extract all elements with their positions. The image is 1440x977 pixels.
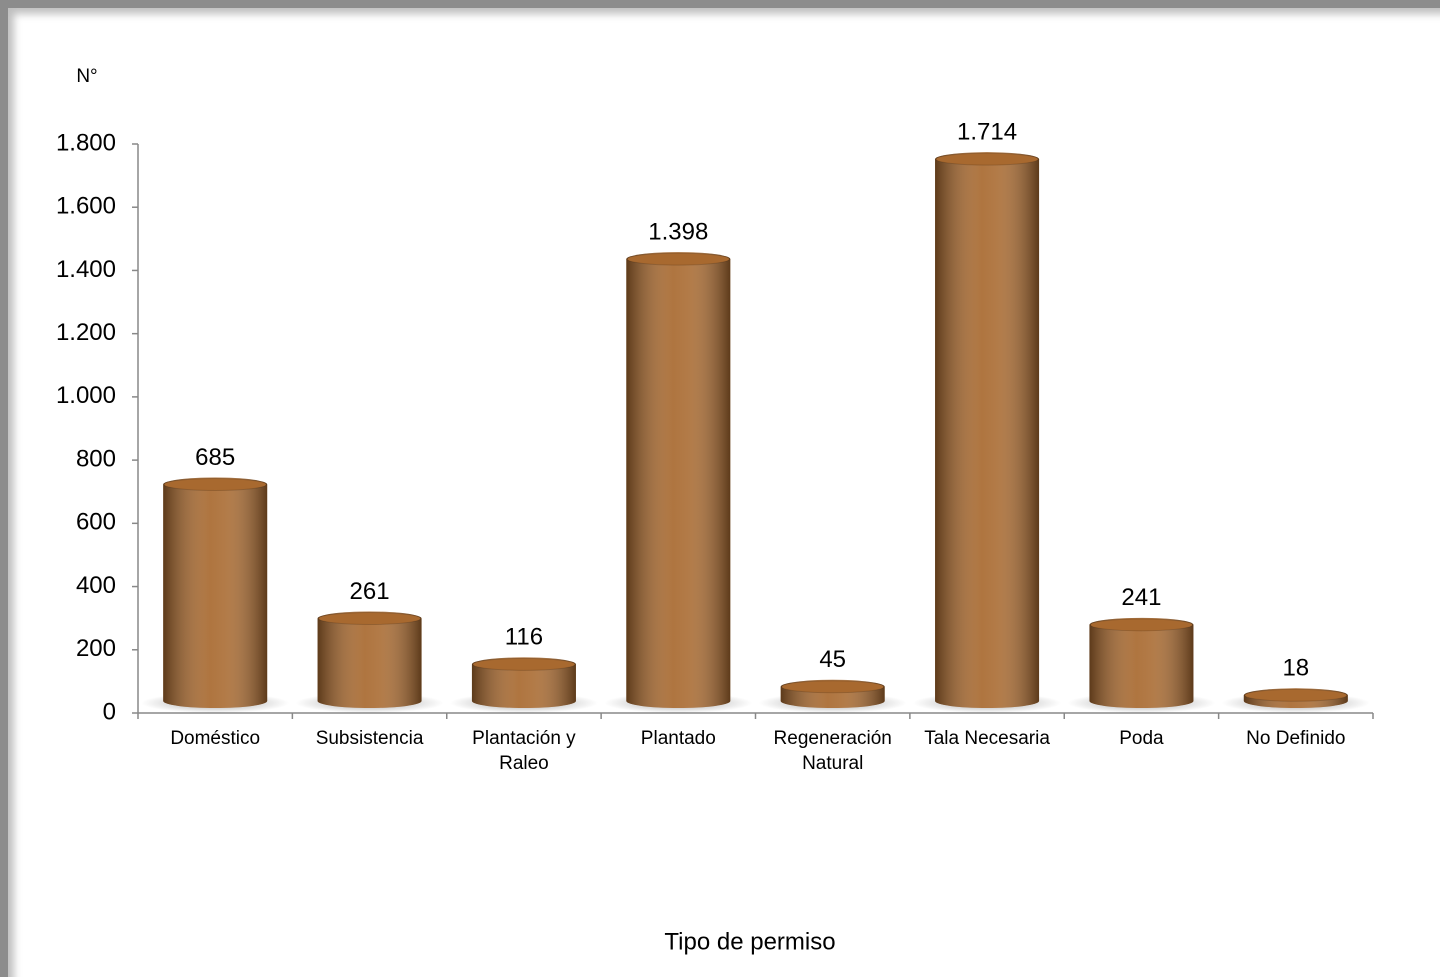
bar-top [1089,618,1193,632]
bar-shade [471,657,576,708]
x-tick-label: Plantado [640,728,716,749]
y-tick-label: 1.400 [56,256,116,283]
bar-top [1244,688,1348,702]
bar-top [935,152,1039,166]
bar-top [472,657,576,671]
value-label: 685 [195,444,235,471]
bar-top [318,611,422,625]
x-tick-label: Tala Necesaria [924,728,1050,749]
bar-shade [1089,617,1194,708]
x-tick-label: Regeneración Natural [773,728,892,774]
y-tick-label: 1.600 [56,193,116,220]
value-label: 1.714 [957,119,1017,146]
bar-shade [317,611,422,708]
value-label: 45 [819,646,846,673]
x-tick-label: Poda [1119,728,1164,749]
x-tick-label: Doméstico [170,728,261,749]
y-tick-label: 800 [76,445,116,472]
bar-top [626,252,730,266]
value-label: 241 [1121,584,1161,611]
y-tick-label: 1.800 [56,129,116,156]
bar-top [163,477,267,491]
bar-shade [626,252,731,708]
bar-top [781,680,885,694]
value-label: 261 [350,578,390,605]
value-label: 116 [505,624,543,651]
x-axis-label: Tipo de permiso [664,928,835,955]
x-tick-label: No Definido [1246,728,1346,749]
x-tick-label: Plantación y Raleo [472,728,576,774]
y-tick-label: 1.200 [56,319,116,346]
bar-shade [163,477,268,708]
y-tick-label: 400 [76,572,116,599]
y-axis-label: N° [76,66,97,87]
x-tick-label: Subsistencia [315,728,424,749]
y-tick-label: 0 [103,698,116,725]
bar-shade [935,152,1040,709]
y-tick-label: 200 [76,635,116,662]
value-label: 1.398 [648,218,708,245]
y-tick-label: 1.000 [56,382,116,409]
value-label: 18 [1282,655,1309,682]
y-tick-label: 600 [76,509,116,536]
